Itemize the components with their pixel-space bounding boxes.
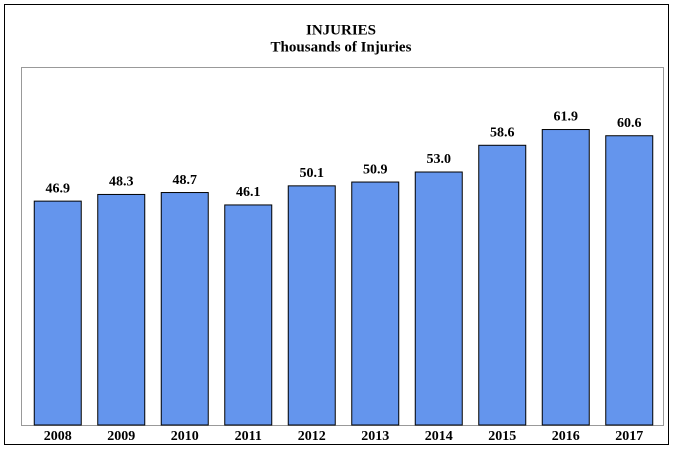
x-tick-label: 2010	[171, 429, 199, 444]
chart-title: INJURIES	[306, 22, 376, 38]
data-label: 50.1	[300, 166, 325, 181]
x-tick-label: 2013	[361, 429, 389, 444]
chart-frame	[4, 4, 669, 445]
bar	[97, 193, 146, 426]
bar	[351, 181, 400, 426]
x-tick-label: 2017	[615, 429, 643, 444]
x-tick-label: 2012	[298, 429, 326, 444]
bar	[287, 185, 336, 426]
bar	[224, 204, 273, 426]
x-tick-label: 2009	[107, 429, 135, 444]
data-label: 48.7	[173, 173, 198, 188]
data-label: 58.6	[490, 126, 515, 141]
x-tick-label: 2011	[235, 429, 262, 444]
x-tick-label: 2014	[425, 429, 453, 444]
bar	[478, 144, 527, 426]
data-label: 48.3	[109, 175, 134, 190]
x-tick-label: 2015	[488, 429, 516, 444]
data-label: 50.9	[363, 162, 388, 177]
bar	[33, 200, 82, 426]
chart-subtitle: Thousands of Injuries	[271, 39, 412, 55]
x-tick-label: 2016	[552, 429, 580, 444]
bar	[605, 135, 654, 426]
bar	[160, 192, 209, 426]
plot-frame	[21, 67, 664, 426]
bar	[541, 129, 590, 426]
data-label: 46.9	[46, 181, 71, 196]
data-label: 61.9	[554, 110, 579, 125]
data-label: 53.0	[427, 152, 452, 167]
data-label: 46.1	[236, 185, 261, 200]
x-tick-label: 2008	[44, 429, 72, 444]
bar	[414, 171, 463, 426]
data-label: 60.6	[617, 116, 642, 131]
